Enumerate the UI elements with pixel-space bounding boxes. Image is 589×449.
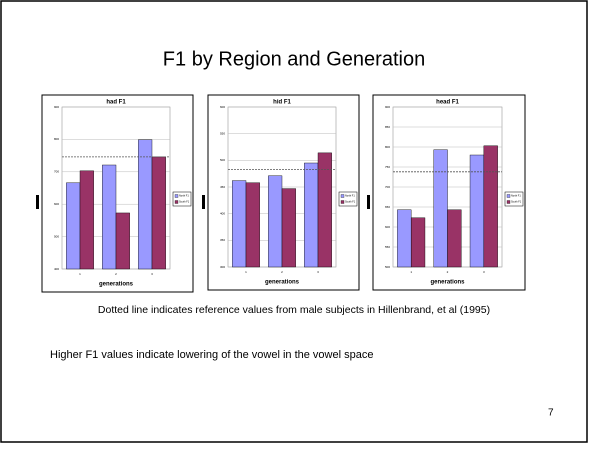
legend-label: North F1 bbox=[179, 195, 189, 198]
y-tick-label: 550 bbox=[220, 131, 225, 135]
bar bbox=[115, 212, 130, 270]
legend-label: North F1 bbox=[345, 195, 355, 198]
y-tick-label: 850 bbox=[385, 125, 390, 129]
bar bbox=[66, 182, 81, 270]
legend-label: South F1 bbox=[511, 201, 522, 204]
x-tick-label: 2 bbox=[281, 270, 283, 274]
bar bbox=[433, 149, 448, 268]
axis-marker bbox=[367, 195, 370, 209]
x-tick-label: 1 bbox=[245, 270, 247, 274]
legend-swatch bbox=[340, 194, 345, 198]
bar bbox=[483, 145, 498, 268]
y-tick-label: 600 bbox=[220, 105, 225, 109]
y-tick-label: 500 bbox=[385, 265, 390, 269]
bar bbox=[151, 156, 166, 270]
legend-swatch bbox=[506, 194, 511, 198]
y-tick-label: 900 bbox=[54, 105, 59, 109]
slide-title: F1 by Region and Generation bbox=[163, 48, 425, 70]
bar bbox=[138, 139, 153, 270]
bar bbox=[102, 164, 117, 270]
legend-label: South F1 bbox=[179, 201, 190, 204]
legend-label: South F1 bbox=[345, 201, 356, 204]
bar bbox=[410, 217, 426, 268]
x-axis-label: generations bbox=[430, 280, 465, 286]
y-tick-label: 300 bbox=[220, 265, 225, 269]
page-number: 7 bbox=[548, 408, 554, 419]
axis-marker bbox=[36, 195, 39, 209]
bar bbox=[268, 175, 283, 268]
y-tick-label: 750 bbox=[385, 165, 390, 169]
axis-marker bbox=[202, 195, 205, 209]
legend-swatch bbox=[506, 200, 511, 204]
y-tick-label: 700 bbox=[385, 185, 390, 189]
chart-title: head F1 bbox=[436, 100, 459, 106]
x-tick-label: 3 bbox=[317, 270, 319, 274]
y-tick-label: 900 bbox=[385, 105, 390, 109]
x-tick-label: 2 bbox=[115, 272, 117, 276]
legend-swatch bbox=[340, 200, 345, 204]
y-tick-label: 500 bbox=[220, 158, 225, 162]
y-tick-label: 500 bbox=[54, 234, 59, 238]
y-tick-label: 550 bbox=[385, 245, 390, 249]
note: Dotted line indicates reference values f… bbox=[98, 304, 490, 316]
bar bbox=[304, 162, 319, 268]
bar bbox=[317, 152, 332, 268]
y-tick-label: 350 bbox=[220, 238, 225, 242]
bar bbox=[245, 182, 260, 268]
bar bbox=[281, 188, 296, 268]
y-tick-label: 600 bbox=[385, 225, 390, 229]
legend-swatch bbox=[174, 194, 179, 198]
y-tick-label: 450 bbox=[220, 185, 225, 189]
y-tick-label: 700 bbox=[54, 170, 59, 174]
y-tick-label: 400 bbox=[54, 267, 59, 271]
x-tick-label: 1 bbox=[79, 272, 81, 276]
y-tick-label: 650 bbox=[385, 205, 390, 209]
bar bbox=[397, 209, 412, 268]
chart-title: had F1 bbox=[106, 100, 126, 106]
y-tick-label: 800 bbox=[54, 137, 59, 141]
bar bbox=[447, 209, 462, 268]
x-tick-label: 2 bbox=[447, 270, 449, 274]
x-tick-label: 3 bbox=[151, 272, 153, 276]
x-tick-label: 1 bbox=[410, 270, 412, 274]
x-tick-label: 3 bbox=[483, 270, 485, 274]
legend-label: North F1 bbox=[511, 195, 521, 198]
x-axis-label: generations bbox=[99, 282, 134, 288]
y-tick-label: 600 bbox=[54, 202, 59, 206]
x-axis-label: generations bbox=[265, 280, 300, 286]
note: Higher F1 values indicate lowering of th… bbox=[50, 349, 373, 361]
bar bbox=[79, 170, 94, 270]
y-tick-label: 400 bbox=[220, 211, 225, 215]
bar bbox=[232, 180, 247, 268]
y-tick-label: 800 bbox=[385, 145, 390, 149]
legend-swatch bbox=[174, 200, 179, 204]
chart-title: hid F1 bbox=[273, 100, 291, 106]
